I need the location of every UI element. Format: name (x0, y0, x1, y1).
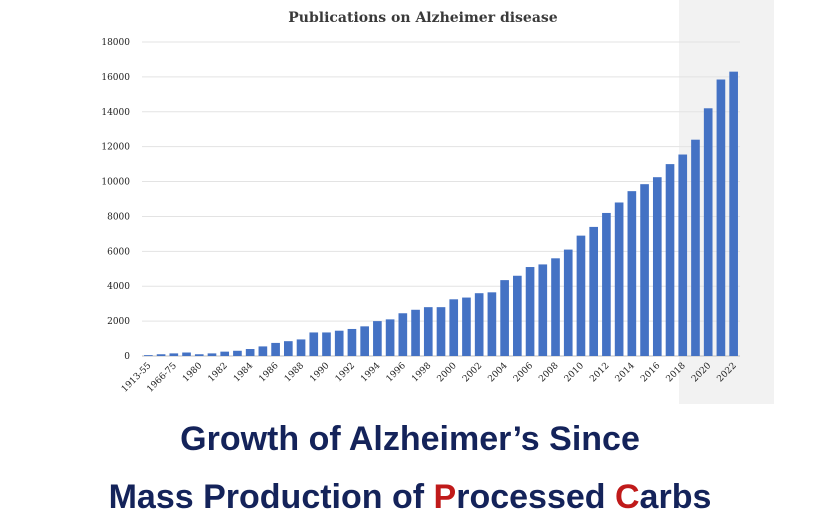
y-axis-ticks: 0 2000 4000 6000 8000 10000 12000 14000 16000 180… (101, 38, 130, 362)
bar-2010 (576, 235, 586, 356)
x-tick-label: 1984 (232, 361, 255, 384)
x-tick-label: 2014 (614, 361, 637, 384)
bar-1987 (283, 341, 293, 356)
bar-1994 (373, 321, 382, 356)
bar-1991 (334, 330, 344, 356)
x-tick-label: 2020 (690, 361, 713, 384)
bar-1966-75 (169, 353, 179, 356)
y-tick-label: 12000 (101, 143, 130, 153)
x-tick-label: 1996 (385, 361, 408, 384)
bar-1998 (423, 307, 433, 356)
headline-accent-p: P (433, 478, 457, 516)
x-tick-label: 2002 (461, 361, 484, 384)
y-tick-label: 10000 (101, 178, 130, 188)
x-tick-label: 1992 (334, 361, 357, 384)
bar-1913-55 (144, 355, 153, 356)
bar-1996 (398, 313, 408, 356)
bar-2016 (652, 177, 662, 356)
bar-1993 (360, 326, 369, 356)
bar-layer (144, 71, 738, 357)
headline-line-2-part-e: arbs (639, 478, 712, 516)
bar-2017 (665, 164, 675, 356)
bar-2000 (449, 299, 459, 356)
x-tick-label: 2000 (436, 361, 459, 384)
y-tick-label: 0 (124, 352, 130, 362)
bar-1988 (296, 339, 306, 356)
bar-1992 (347, 328, 357, 356)
bar-1984 (245, 349, 255, 356)
x-tick-label: 1980 (181, 361, 204, 384)
bar-1999 (436, 307, 446, 356)
x-tick-label: 1998 (410, 361, 433, 384)
bar-1990 (322, 332, 331, 356)
x-tick-label: 1982 (207, 361, 230, 384)
bar-2014 (627, 191, 637, 356)
bar-2011 (589, 226, 599, 356)
x-tick-label: 2006 (512, 361, 535, 384)
bar-2001 (462, 297, 471, 356)
bar-2005 (513, 275, 522, 356)
bar-1983 (233, 350, 242, 356)
bar-1976-79 (182, 352, 191, 356)
headline-line-1: Growth of Alzheimer’s Since (0, 420, 820, 459)
headline-line-2: Mass Production of Processed Carbs (0, 478, 820, 517)
y-tick-label: 14000 (101, 108, 130, 118)
bar-1986 (271, 342, 280, 356)
x-tick-label: 2010 (563, 361, 586, 384)
x-tick-label: 2004 (486, 361, 509, 384)
bar-2020 (703, 108, 713, 357)
bar-2008 (551, 258, 560, 356)
bar-1982 (220, 351, 230, 356)
x-tick-label: 2012 (588, 361, 611, 384)
x-tick-label: 1988 (283, 361, 306, 384)
bar-2022 (729, 71, 738, 357)
x-tick-label: 2008 (537, 361, 560, 384)
y-tick-label: 6000 (107, 247, 130, 257)
bar-1995 (385, 319, 395, 356)
y-tick-label: 2000 (107, 317, 130, 327)
y-tick-label: 18000 (101, 38, 130, 48)
y-tick-label: 16000 (101, 73, 130, 83)
bar-2015 (640, 184, 649, 356)
y-tick-label: 4000 (107, 282, 130, 292)
bar-1956-65 (156, 354, 166, 356)
x-tick-label: 2022 (715, 361, 738, 384)
headline-line-2-part-a: Mass Production of (108, 478, 434, 516)
bar-2003 (487, 292, 497, 356)
headline-line-2-part-c: rocessed (456, 478, 615, 516)
bar-2004 (500, 280, 509, 356)
x-tick-label: 2018 (665, 361, 688, 384)
x-tick-label: 1990 (308, 361, 331, 384)
x-tick-label: 1994 (359, 361, 382, 384)
bar-1997 (411, 309, 420, 356)
bar-2019 (691, 139, 700, 356)
bar-1985 (258, 346, 268, 356)
publications-bar-chart: Publications on Alzheimer disease 0 2000 4… (101, 10, 740, 395)
bar-1989 (309, 332, 319, 356)
bar-2013 (614, 202, 624, 356)
chart-title: Publications on Alzheimer disease (288, 10, 558, 26)
bar-2002 (474, 293, 484, 356)
bar-2006 (525, 267, 535, 356)
bar-2021 (716, 79, 726, 356)
bar-2018 (678, 154, 688, 356)
headline-accent-c: C (614, 478, 640, 516)
x-tick-label: 2016 (639, 361, 662, 384)
bar-2009 (563, 249, 573, 356)
headline-line-1-text: Growth of Alzheimer’s Since (180, 420, 640, 458)
bar-2007 (538, 264, 548, 356)
bar-1981 (207, 353, 217, 356)
bar-2012 (602, 212, 611, 356)
y-tick-label: 8000 (107, 212, 130, 222)
x-tick-label: 1986 (257, 361, 280, 384)
bar-1980 (194, 354, 204, 356)
